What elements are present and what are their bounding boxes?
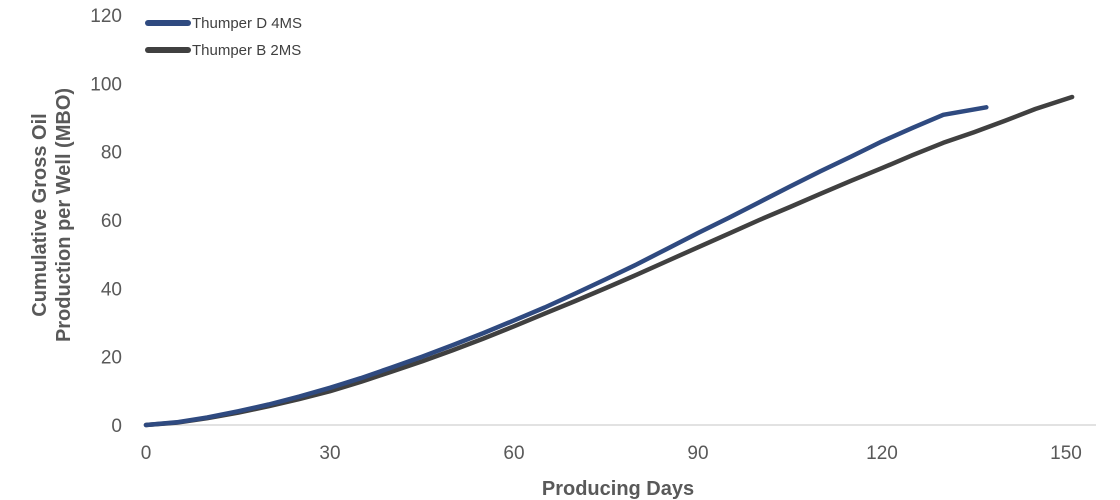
y-tick-label: 20 — [101, 348, 122, 369]
y-tick-label: 100 — [90, 74, 122, 95]
y-axis-ticks: 0 20 40 60 80 100 120 — [90, 6, 122, 437]
legend-label-thumper-b: Thumper B 2MS — [192, 42, 301, 59]
x-tick-label: 0 — [141, 443, 152, 464]
x-axis-ticks: 0 30 60 90 120 150 — [141, 443, 1082, 464]
x-tick-label: 60 — [503, 443, 524, 464]
y-tick-label: 60 — [101, 211, 122, 232]
legend-label-thumper-d: Thumper D 4MS — [192, 15, 302, 32]
x-tick-label: 90 — [687, 443, 708, 464]
y-tick-label: 40 — [101, 279, 122, 300]
y-axis-title: Cumulative Gross Oil Production per Well… — [29, 88, 75, 342]
y-tick-label: 0 — [111, 416, 122, 437]
y-axis-title-line-1: Cumulative Gross Oil — [29, 113, 51, 316]
y-tick-label: 120 — [90, 6, 122, 27]
legend: Thumper D 4MS Thumper B 2MS — [145, 15, 302, 59]
x-tick-label: 150 — [1050, 443, 1082, 464]
series-line-thumper-d-4ms — [143, 105, 989, 428]
x-axis-title: Producing Days — [542, 478, 694, 500]
y-tick-label: 80 — [101, 143, 122, 164]
x-tick-label: 30 — [319, 443, 340, 464]
series-lines — [143, 94, 1075, 428]
y-axis-title-line-2: Production per Well (MBO) — [53, 88, 75, 342]
series-line-thumper-b-2ms — [143, 94, 1075, 428]
x-tick-label: 120 — [866, 443, 898, 464]
